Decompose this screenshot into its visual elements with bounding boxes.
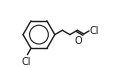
Text: Cl: Cl (22, 57, 31, 67)
Text: Cl: Cl (89, 26, 98, 36)
Text: O: O (74, 36, 82, 46)
